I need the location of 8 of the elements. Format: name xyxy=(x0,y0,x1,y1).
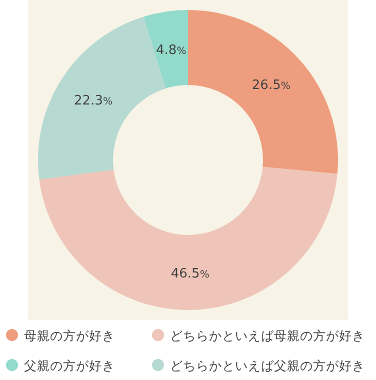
data-label: 4.8% xyxy=(156,42,186,58)
legend-label: どちらかといえば父親の方が好き xyxy=(170,358,365,373)
legend-label: どちらかといえば母親の方が好き xyxy=(170,328,365,343)
legend-label: 母親の方が好き xyxy=(24,328,115,343)
data-label: 26.5% xyxy=(252,78,290,94)
legend-label: 父親の方が好き xyxy=(24,358,115,373)
data-label: 22.3% xyxy=(74,93,112,108)
data-label: 46.5% xyxy=(170,266,210,282)
